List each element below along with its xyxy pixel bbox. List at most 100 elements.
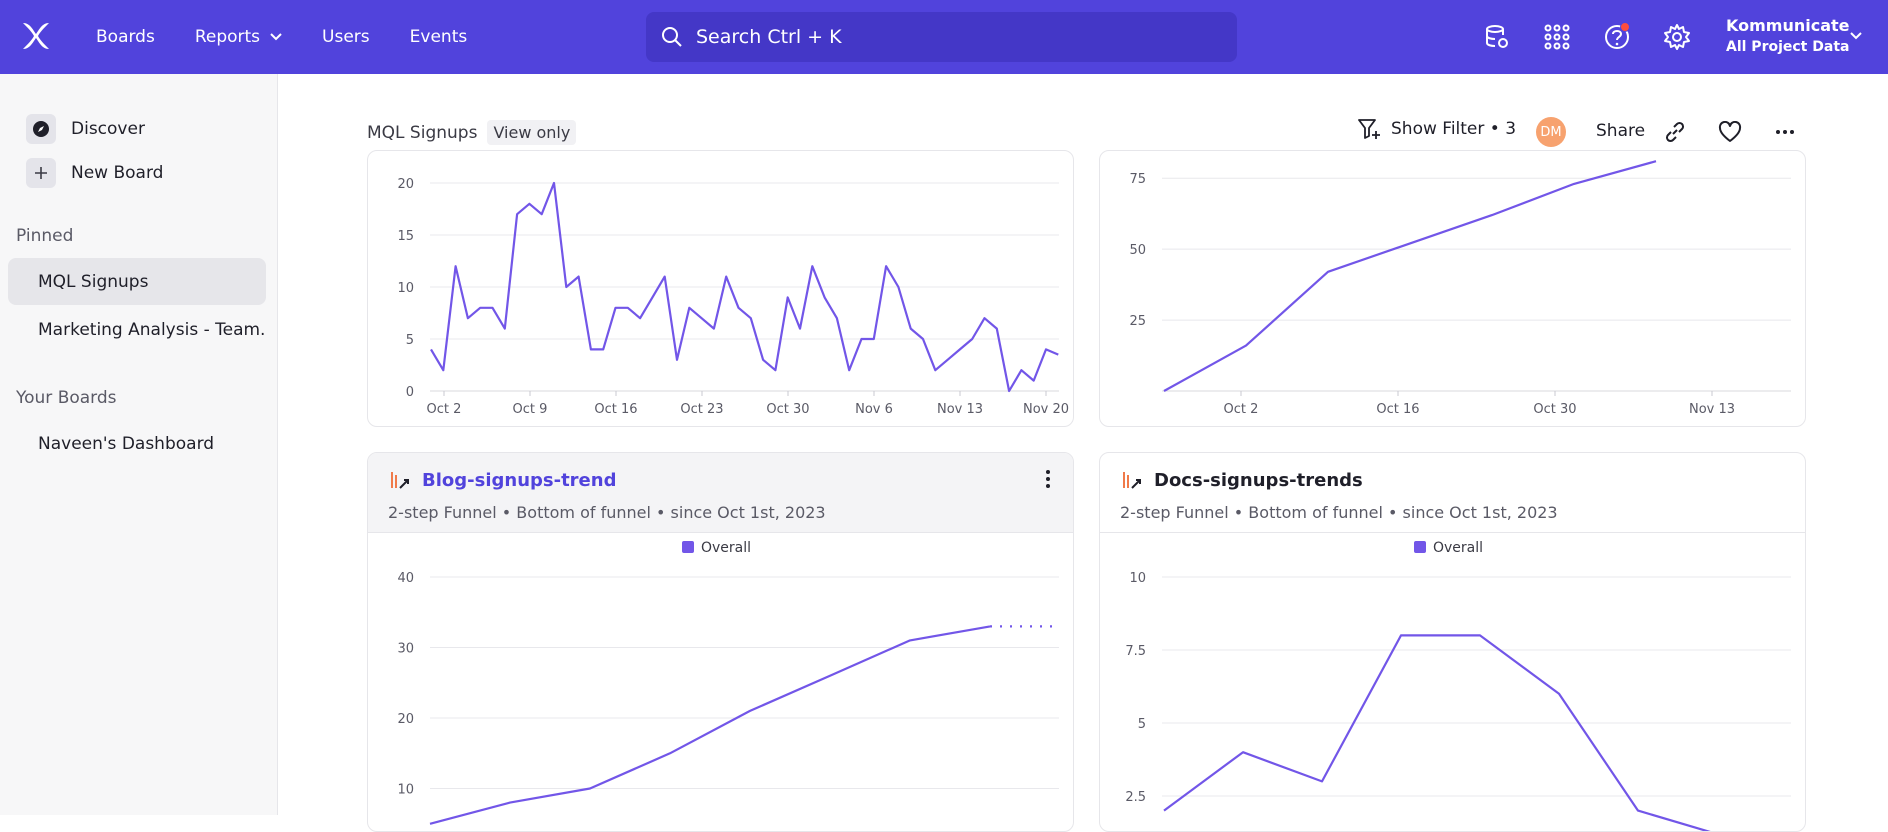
filter-icon xyxy=(1358,119,1380,139)
kebab-menu-icon[interactable] xyxy=(1045,469,1051,489)
legend-swatch xyxy=(682,541,694,553)
nav-boards-label: Boards xyxy=(96,27,155,47)
y-tick-label: 5 xyxy=(406,333,414,348)
card-header: Docs-signups-trends 2-step Funnel • Bott… xyxy=(1100,453,1805,533)
nav-reports[interactable]: Reports xyxy=(195,27,282,47)
avatar[interactable]: DM xyxy=(1536,117,1566,147)
show-filter-label: Show Filter • 3 xyxy=(1391,119,1517,139)
more-options-icon[interactable] xyxy=(1772,119,1798,145)
y-tick-label: 0 xyxy=(406,385,414,400)
x-tick-label: Nov 13 xyxy=(1689,402,1735,417)
legend-label: Overall xyxy=(1433,540,1483,556)
y-tick-label: 10 xyxy=(1129,571,1146,586)
pinned-heading: Pinned xyxy=(16,226,74,246)
sidebar-item-label: Marketing Analysis - Team... xyxy=(38,319,266,340)
funnel-report-icon xyxy=(1123,472,1141,489)
help-icon[interactable] xyxy=(1602,22,1632,52)
series-line xyxy=(429,625,991,825)
sidebar-new-board[interactable]: New Board xyxy=(26,158,163,188)
plus-icon xyxy=(26,158,56,188)
project-name: Kommunicate xyxy=(1726,16,1850,35)
legend-label: Overall xyxy=(701,540,751,556)
line-chart: 25 50 75 Oct 2 Oct 16 Oct 30 Nov 13 xyxy=(1129,160,1791,417)
x-tick-label: Oct 9 xyxy=(513,402,548,417)
share-button[interactable]: Share xyxy=(1596,121,1646,141)
sidebar-discover[interactable]: Discover xyxy=(26,114,145,144)
data-settings-icon[interactable] xyxy=(1482,22,1512,52)
link-icon[interactable] xyxy=(1662,119,1688,145)
x-tick-label: Oct 16 xyxy=(594,402,637,417)
project-selector[interactable]: Kommunicate All Project Data xyxy=(1726,16,1850,55)
x-tick-label: Nov 6 xyxy=(855,402,893,417)
series-line xyxy=(1163,160,1657,392)
project-scope: All Project Data xyxy=(1726,39,1850,55)
sidebar: Discover New Board Pinned MQL Signups Ma… xyxy=(0,74,278,815)
sidebar-item-naveens-dashboard[interactable]: Naveen's Dashboard xyxy=(8,420,266,467)
y-tick-label: 30 xyxy=(397,642,414,657)
sidebar-item-marketing-analysis[interactable]: Marketing Analysis - Team... xyxy=(8,306,266,353)
card-title-row[interactable]: Blog-signups-trend xyxy=(390,469,616,491)
x-tick-label: Oct 30 xyxy=(1533,402,1576,417)
nav-events[interactable]: Events xyxy=(410,27,468,47)
series-line xyxy=(430,181,1059,393)
legend-swatch xyxy=(1414,541,1426,553)
funnel-report-icon xyxy=(391,472,409,489)
compass-icon xyxy=(26,114,56,144)
nav-boards[interactable]: Boards xyxy=(96,27,155,47)
card-subtitle: 2-step Funnel • Bottom of funnel • since… xyxy=(1120,503,1558,522)
heart-icon[interactable] xyxy=(1717,119,1743,145)
chart-card-top-left: 0 5 10 15 20 Oct 2 Oct 9 Oct 16 Oct 23 Oct 30 Nov … xyxy=(367,150,1074,427)
search-input[interactable]: Search Ctrl + K xyxy=(646,12,1237,62)
line-chart: Overall 2.5 5 7.5 10 xyxy=(1125,540,1791,831)
sidebar-new-board-label: New Board xyxy=(71,163,164,183)
card-header: Blog-signups-trend 2-step Funnel • Botto… xyxy=(368,453,1073,533)
gear-icon[interactable] xyxy=(1662,22,1692,52)
x-tick-label: Oct 16 xyxy=(1376,402,1419,417)
view-only-badge: View only xyxy=(487,120,577,145)
y-tick-label: 20 xyxy=(397,712,414,727)
sidebar-item-label: MQL Signups xyxy=(38,271,149,292)
x-tick-label: Nov 20 xyxy=(1023,402,1069,417)
main-nav: Boards Reports Users Events xyxy=(96,0,507,74)
apps-grid-icon[interactable] xyxy=(1542,22,1572,52)
nav-users-label: Users xyxy=(322,27,370,47)
card-title-row[interactable]: Docs-signups-trends xyxy=(1122,469,1363,491)
line-chart: 0 5 10 15 20 Oct 2 Oct 9 Oct 16 Oct 23 Oct 30 Nov … xyxy=(397,177,1069,417)
series-line xyxy=(1163,634,1711,831)
sidebar-discover-label: Discover xyxy=(71,119,145,139)
y-tick-label: 20 xyxy=(397,177,414,192)
card-title[interactable]: Blog-signups-trend xyxy=(422,469,617,491)
card-title[interactable]: Docs-signups-trends xyxy=(1154,469,1363,491)
x-tick-label: Oct 23 xyxy=(680,402,723,417)
line-chart: Overall 10 20 30 40 xyxy=(397,540,1059,825)
show-filter-button[interactable]: Show Filter • 3 xyxy=(1357,118,1516,140)
sidebar-item-label: Naveen's Dashboard xyxy=(38,433,215,454)
y-tick-label: 50 xyxy=(1129,243,1146,258)
chevron-down-icon xyxy=(270,33,282,41)
y-tick-label: 5 xyxy=(1138,717,1146,732)
app-logo-icon[interactable] xyxy=(20,20,52,52)
chart-card-docs: Docs-signups-trends 2-step Funnel • Bott… xyxy=(1099,452,1806,832)
board-title: MQL Signups xyxy=(367,122,478,143)
nav-users[interactable]: Users xyxy=(322,27,370,47)
x-tick-label: Oct 2 xyxy=(427,402,462,417)
x-tick-label: Oct 30 xyxy=(766,402,809,417)
sidebar-item-mql-signups[interactable]: MQL Signups xyxy=(8,258,266,305)
your-boards-heading: Your Boards xyxy=(16,388,117,408)
chevron-down-icon[interactable] xyxy=(1850,32,1862,40)
y-tick-label: 40 xyxy=(397,571,414,586)
board-header: MQL Signups View only xyxy=(367,120,577,145)
y-tick-label: 25 xyxy=(1129,314,1146,329)
nav-events-label: Events xyxy=(409,27,468,47)
y-tick-label: 15 xyxy=(397,229,414,244)
search-placeholder: Search Ctrl + K xyxy=(696,26,842,48)
notification-dot xyxy=(1620,22,1630,32)
y-tick-label: 7.5 xyxy=(1125,644,1146,659)
card-subtitle: 2-step Funnel • Bottom of funnel • since… xyxy=(388,503,826,522)
y-tick-label: 10 xyxy=(397,783,414,798)
chart-card-blog: Blog-signups-trend 2-step Funnel • Botto… xyxy=(367,452,1074,832)
search-icon xyxy=(662,27,682,47)
x-tick-label: Nov 13 xyxy=(937,402,983,417)
y-tick-label: 2.5 xyxy=(1125,790,1146,805)
chart-card-top-right: 25 50 75 Oct 2 Oct 16 Oct 30 Nov 13 xyxy=(1099,150,1806,427)
